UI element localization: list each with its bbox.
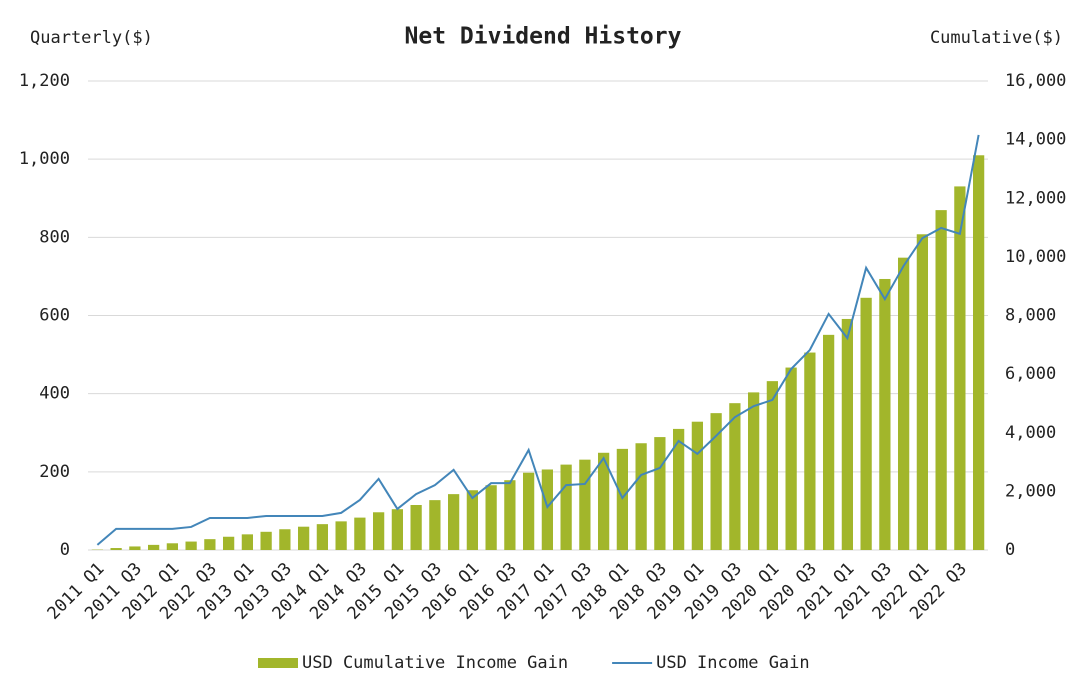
bar [748,392,760,550]
y2-axis-title: Cumulative($) [930,28,1063,48]
y-tick-label: 200 [39,462,70,482]
bar [148,544,160,550]
bar [523,472,535,550]
bar [354,517,366,550]
bar [729,403,741,550]
y2-tick-label: 12,000 [1005,188,1066,208]
y-tick-label: 1,000 [19,149,70,169]
bar [504,480,516,550]
bar [560,464,572,550]
bar [391,509,403,550]
bar [935,210,947,550]
legend-swatch [258,658,298,668]
bar [448,494,460,550]
bar [298,526,310,550]
y2-tick-label: 10,000 [1005,247,1066,267]
bar [279,529,291,550]
bar [973,155,985,550]
bar [804,352,816,550]
y2-tick-label: 14,000 [1005,130,1066,150]
y2-tick-label: 8,000 [1005,306,1056,326]
bar [223,536,235,550]
y-tick-label: 600 [39,306,70,326]
bar [785,367,797,550]
bar [710,413,722,550]
y2-tick-label: 2,000 [1005,481,1056,501]
bar [260,531,272,550]
y-tick-label: 0 [60,540,70,560]
legend-label: USD Cumulative Income Gain [302,653,568,673]
bar [110,548,122,550]
bar [166,543,178,550]
y2-tick-label: 6,000 [1005,364,1056,384]
chart-title: Net Dividend History [405,24,682,50]
bar [316,524,328,550]
bar [185,541,197,550]
bar [766,381,778,550]
bar [823,334,835,550]
y-tick-label: 800 [39,227,70,247]
y-axis-title: Quarterly($) [30,28,153,48]
bar [898,257,910,550]
y-tick-label: 1,200 [19,71,70,91]
bar [654,437,666,550]
y-tick-label: 400 [39,384,70,404]
legend-label: USD Income Gain [656,653,810,673]
bar [129,546,141,550]
bar [879,278,891,550]
bar [241,534,253,550]
y2-tick-label: 4,000 [1005,423,1056,443]
y2-tick-label: 0 [1005,540,1015,560]
bar [860,297,872,550]
bar [598,452,610,550]
bar [410,505,422,550]
bar [541,469,553,550]
bar [841,318,853,550]
bar [373,512,385,550]
bar [335,521,347,550]
bar [466,490,478,550]
line [96,134,980,546]
bar [429,500,441,550]
bar [691,421,703,550]
bar [485,485,497,550]
bar [673,428,685,550]
bar [635,443,647,550]
bar [954,186,966,550]
y2-tick-label: 16,000 [1005,71,1066,91]
bar [204,539,216,550]
bar [579,459,591,550]
bar [916,234,928,550]
